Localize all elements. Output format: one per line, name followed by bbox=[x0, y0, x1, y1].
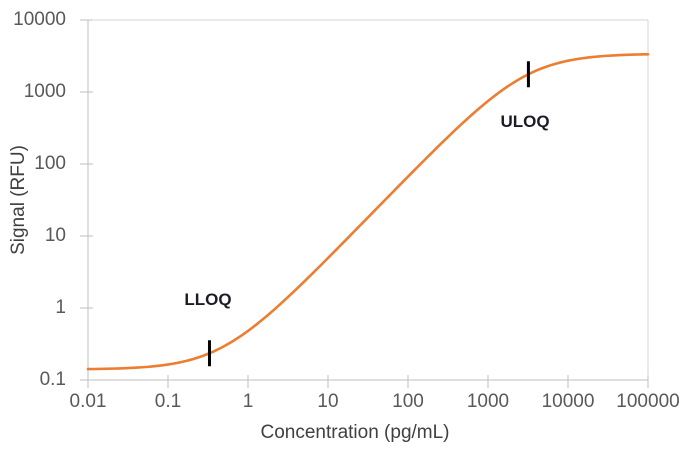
x-tick-label-1: 1 bbox=[242, 391, 254, 412]
y-tick-label-100: 100 bbox=[34, 153, 66, 174]
lloq-label: LLOQ bbox=[184, 290, 232, 309]
y-tick-label-10: 10 bbox=[44, 225, 66, 246]
x-tick-label-0.01: 0.01 bbox=[69, 391, 107, 412]
x-tick-label-1000: 1000 bbox=[466, 391, 510, 412]
x-tick-label-100000: 100000 bbox=[616, 391, 680, 412]
x-tick-label-0.1: 0.1 bbox=[154, 391, 182, 412]
y-tick-label-1000: 1000 bbox=[23, 81, 66, 102]
sigmoidal-calibration-curve bbox=[86, 52, 650, 371]
y-tick-label-10000: 10000 bbox=[13, 9, 66, 30]
y-tick-label-1: 1 bbox=[55, 297, 66, 318]
x-tick-label-10: 10 bbox=[317, 391, 339, 412]
x-tick-label-100: 100 bbox=[392, 391, 424, 412]
y-axis-title: Signal (RFU) bbox=[8, 145, 29, 255]
uloq-label: ULOQ bbox=[500, 112, 550, 131]
y-tick-label-0.1: 0.1 bbox=[39, 369, 66, 390]
x-tick-label-10000: 10000 bbox=[541, 391, 595, 412]
x-axis-title: Concentration (pg/mL) bbox=[260, 422, 450, 443]
